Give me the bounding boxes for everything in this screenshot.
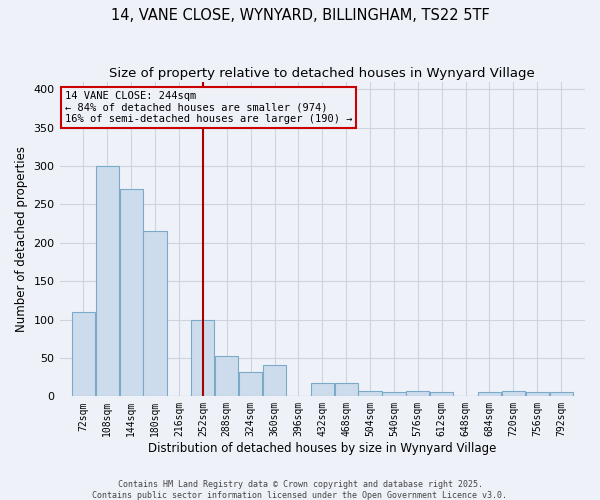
- Title: Size of property relative to detached houses in Wynyard Village: Size of property relative to detached ho…: [109, 68, 535, 80]
- Bar: [239, 372, 262, 396]
- Bar: [311, 382, 334, 396]
- Bar: [382, 392, 406, 396]
- Bar: [358, 391, 382, 396]
- Bar: [263, 365, 286, 396]
- Bar: [478, 392, 501, 396]
- Y-axis label: Number of detached properties: Number of detached properties: [15, 146, 28, 332]
- Bar: [191, 320, 214, 396]
- Bar: [406, 391, 430, 396]
- Bar: [526, 392, 549, 396]
- Bar: [550, 392, 573, 396]
- Bar: [72, 312, 95, 396]
- Text: 14 VANE CLOSE: 244sqm
← 84% of detached houses are smaller (974)
16% of semi-det: 14 VANE CLOSE: 244sqm ← 84% of detached …: [65, 91, 352, 124]
- Bar: [335, 382, 358, 396]
- Bar: [96, 166, 119, 396]
- X-axis label: Distribution of detached houses by size in Wynyard Village: Distribution of detached houses by size …: [148, 442, 496, 455]
- Bar: [502, 391, 525, 396]
- Bar: [119, 189, 143, 396]
- Bar: [143, 232, 167, 396]
- Text: Contains HM Land Registry data © Crown copyright and database right 2025.
Contai: Contains HM Land Registry data © Crown c…: [92, 480, 508, 500]
- Bar: [430, 392, 454, 396]
- Bar: [215, 356, 238, 397]
- Text: 14, VANE CLOSE, WYNYARD, BILLINGHAM, TS22 5TF: 14, VANE CLOSE, WYNYARD, BILLINGHAM, TS2…: [110, 8, 490, 22]
